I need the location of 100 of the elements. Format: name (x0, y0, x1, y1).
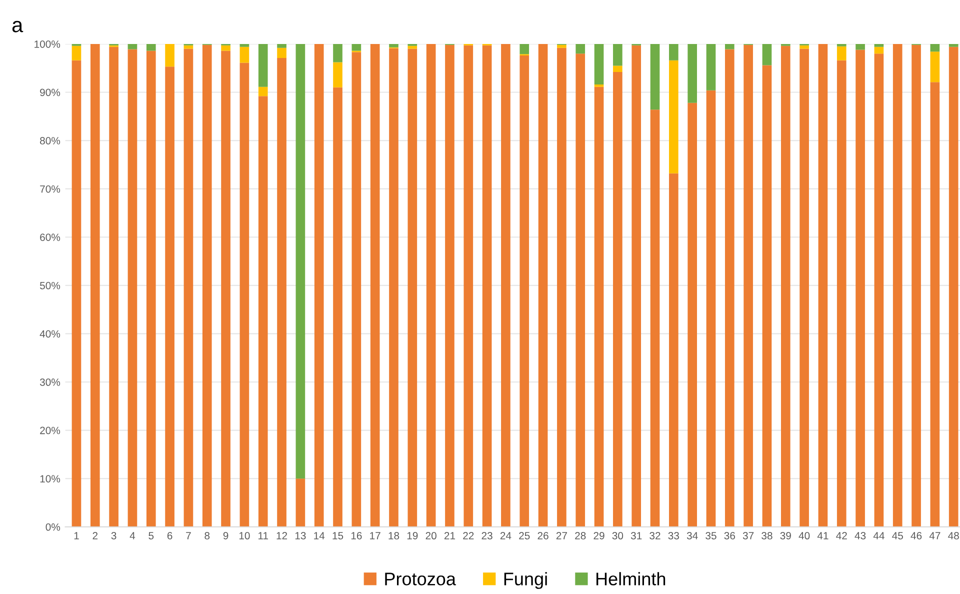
bar (408, 46, 418, 49)
x-tick-label: 16 (351, 532, 362, 540)
y-tick-label: 80% (40, 137, 60, 144)
x-tick-label: 48 (948, 532, 959, 540)
x-tick-label: 39 (780, 532, 791, 540)
y-tick-label: 50% (40, 282, 60, 290)
x-tick-label: 33 (668, 532, 680, 540)
bar (650, 110, 660, 527)
bar (800, 45, 809, 49)
x-tick-label: 43 (854, 532, 866, 540)
bar (688, 44, 697, 103)
bar (370, 44, 380, 527)
bar (240, 62, 250, 527)
y-tick-label: 70% (40, 185, 60, 193)
bar (482, 45, 492, 527)
x-tick-label: 35 (706, 532, 716, 540)
bar (818, 44, 828, 527)
bar (836, 44, 846, 46)
bar (836, 46, 846, 60)
bar (874, 44, 884, 47)
legend-label: Helminth (596, 572, 666, 586)
bar (912, 44, 921, 527)
x-tick-label: 13 (295, 532, 306, 540)
bar (669, 44, 678, 60)
text: a (12, 20, 24, 32)
x-tick-label: 21 (444, 532, 456, 540)
x-tick-label: 7 (186, 532, 191, 540)
bar (464, 45, 474, 527)
bar (258, 86, 268, 96)
bar (594, 86, 604, 527)
bar (501, 44, 510, 527)
y-tick-label: 60% (40, 234, 60, 241)
legend-label: Fungi (504, 572, 547, 589)
bar (669, 173, 678, 527)
x-tick-label: 2 (92, 532, 98, 540)
bar (613, 44, 622, 66)
bar (258, 96, 268, 527)
x-tick-label: 14 (314, 532, 325, 540)
bar (557, 44, 566, 48)
bar (445, 44, 454, 527)
x-tick-label: 12 (276, 532, 288, 540)
x-tick-label: 46 (910, 532, 922, 540)
bar (762, 65, 772, 527)
bar (557, 48, 566, 527)
x-tick-label: 37 (742, 532, 754, 540)
bar (800, 48, 809, 527)
y-tick-label: 0% (46, 523, 60, 531)
bar (762, 44, 772, 66)
bar (184, 45, 194, 49)
bar (389, 44, 398, 48)
x-tick-label: 4 (130, 532, 136, 540)
bar (594, 44, 604, 85)
x-tick-label: 9 (223, 532, 228, 540)
y-tick-label: 10% (40, 475, 60, 482)
bar (202, 44, 212, 527)
bar (333, 62, 342, 88)
bar (520, 44, 530, 54)
y-tick-label: 40% (40, 330, 60, 338)
legend-label: Protozoa (385, 572, 456, 586)
bar (948, 46, 958, 527)
x-tick-label: 32 (650, 532, 660, 540)
bar (520, 56, 530, 527)
bar (277, 44, 286, 48)
x-tick-label: 24 (500, 532, 512, 540)
bar (856, 44, 865, 50)
bar (930, 44, 940, 52)
x-tick-label: 20 (426, 532, 436, 540)
bar (632, 45, 642, 527)
bar (930, 82, 940, 527)
x-tick-label: 41 (817, 532, 828, 540)
x-tick-label: 29 (594, 532, 604, 540)
x-tick-label: 17 (370, 532, 380, 540)
bar (296, 478, 306, 527)
x-tick-label: 23 (482, 532, 492, 540)
bar (408, 48, 418, 527)
x-tick-label: 6 (167, 532, 172, 540)
bar (874, 54, 884, 527)
x-tick-label: 26 (538, 532, 548, 540)
bar (836, 60, 846, 527)
x-tick-label: 44 (873, 532, 884, 540)
bar (184, 48, 194, 527)
bar (724, 49, 734, 527)
x-tick-label: 8 (204, 532, 210, 540)
x-tick-label: 22 (463, 532, 474, 540)
bar (948, 44, 958, 47)
bar (333, 87, 342, 527)
x-tick-label: 11 (258, 532, 268, 540)
bar (221, 50, 230, 527)
bar (146, 50, 156, 527)
bar (744, 44, 753, 527)
bar (165, 66, 174, 527)
bar (109, 46, 118, 527)
bar (240, 44, 250, 47)
bar (240, 46, 250, 63)
bar (724, 44, 734, 50)
bar (706, 44, 716, 90)
x-tick-label: 45 (892, 532, 903, 540)
bar (892, 44, 902, 527)
x-tick-label: 34 (686, 532, 698, 540)
x-tick-label: 38 (762, 532, 772, 540)
